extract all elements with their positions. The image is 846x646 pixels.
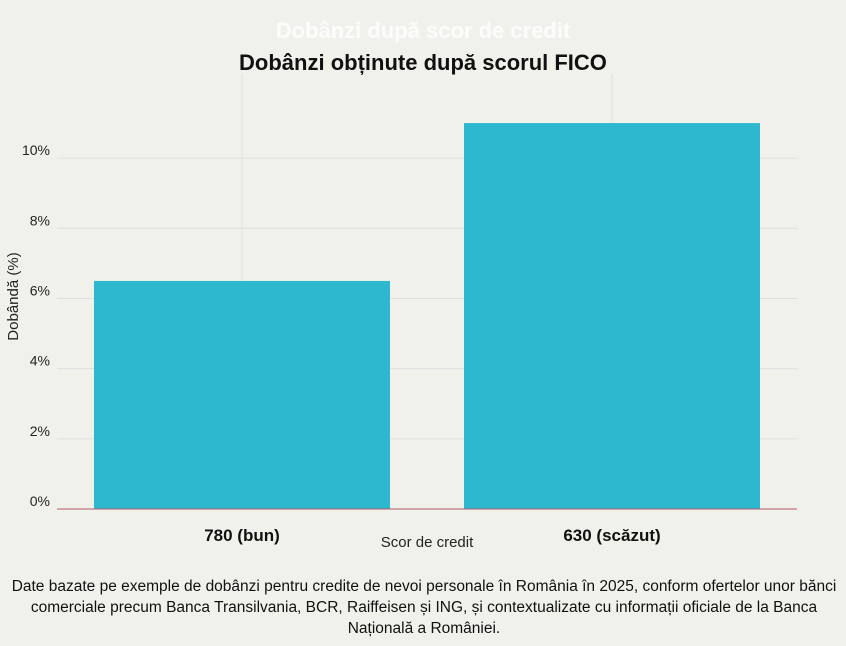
bar-chart: 0% 2% 4% 6% 8% 10% 780 (bun) 630 (scăzut) Scor d… <box>5 74 797 551</box>
x-axis-title: Scor de credit <box>381 534 474 551</box>
background-title: Dobânzi după scor de credit <box>275 18 571 43</box>
bar-0 <box>94 280 390 509</box>
y-tick-label: 6% <box>30 283 50 299</box>
y-tick-label: 4% <box>30 353 50 369</box>
x-tick-label: 630 (scăzut) <box>563 526 660 545</box>
y-tick-label: 0% <box>30 493 50 509</box>
chart-title: Dobânzi obținute după scorul FICO <box>239 50 607 75</box>
bar-1 <box>464 123 760 509</box>
y-tick-label: 10% <box>22 142 50 158</box>
x-tick-label: 780 (bun) <box>204 526 280 545</box>
y-tick-label: 8% <box>30 212 50 228</box>
y-axis-title: Dobândă (%) <box>5 252 22 340</box>
footnote: Date bazate pe exemple de dobânzi pentru… <box>11 578 837 637</box>
y-tick-label: 2% <box>30 423 50 439</box>
